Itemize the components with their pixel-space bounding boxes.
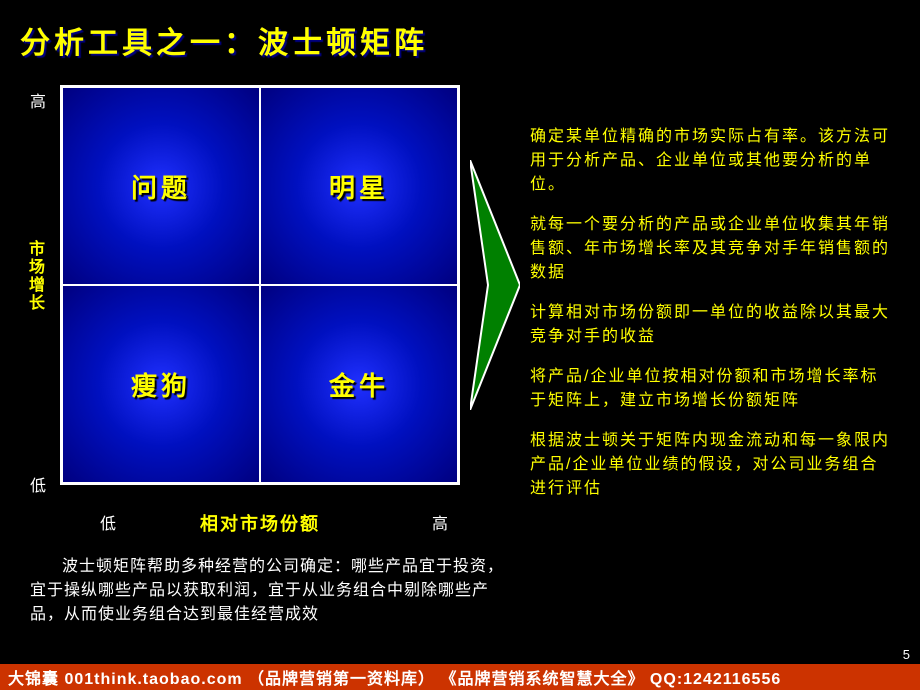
footer-bar: 大锦囊 001think.taobao.com （品牌营销第一资料库） 《品牌营… <box>0 664 920 690</box>
desc-para: 计算相对市场份额即一单位的收益除以其最大竞争对手的收益 <box>530 301 895 349</box>
slide-title: 分析工具之一：波士顿矩阵 <box>20 18 428 62</box>
description-bottom: 波士顿矩阵帮助多种经营的公司确定：哪些产品宜于投资，宜于操纵哪些产品以获取利润，… <box>30 555 510 627</box>
y-axis-high: 高 <box>30 88 46 112</box>
cell-label: 瘦狗 <box>131 366 191 403</box>
cell-label: 明星 <box>329 168 389 205</box>
x-axis-title: 相对市场份额 <box>200 510 320 536</box>
x-axis-low: 低 <box>100 510 116 534</box>
matrix-grid: 问题 明星 瘦狗 金牛 <box>60 85 460 485</box>
desc-para: 将产品/企业单位按相对份额和市场增长率标于矩阵上，建立市场增长份额矩阵 <box>530 365 895 413</box>
desc-para: 就每一个要分析的产品或企业单位收集其年销售额、年市场增长率及其竞争对手年销售额的… <box>530 213 895 285</box>
x-axis-high: 高 <box>432 510 448 534</box>
desc-para: 根据波士顿关于矩阵内现金流动和每一象限内产品/企业单位业绩的假设，对公司业务组合… <box>530 429 895 501</box>
y-axis-low: 低 <box>30 472 46 496</box>
bcg-matrix: 问题 明星 瘦狗 金牛 <box>60 85 460 485</box>
cell-cash-cow: 金牛 <box>260 285 458 483</box>
description-right: 确定某单位精确的市场实际占有率。该方法可用于分析产品、企业单位或其他要分析的单位… <box>530 125 895 517</box>
y-axis-title: 市场增长 <box>22 240 46 312</box>
page-number: 5 <box>903 647 910 662</box>
arrow-icon <box>470 160 520 410</box>
cell-question: 问题 <box>62 87 260 285</box>
cell-dog: 瘦狗 <box>62 285 260 483</box>
cell-label: 金牛 <box>329 366 389 403</box>
cell-label: 问题 <box>131 168 191 205</box>
cell-star: 明星 <box>260 87 458 285</box>
desc-para: 确定某单位精确的市场实际占有率。该方法可用于分析产品、企业单位或其他要分析的单位… <box>530 125 895 197</box>
